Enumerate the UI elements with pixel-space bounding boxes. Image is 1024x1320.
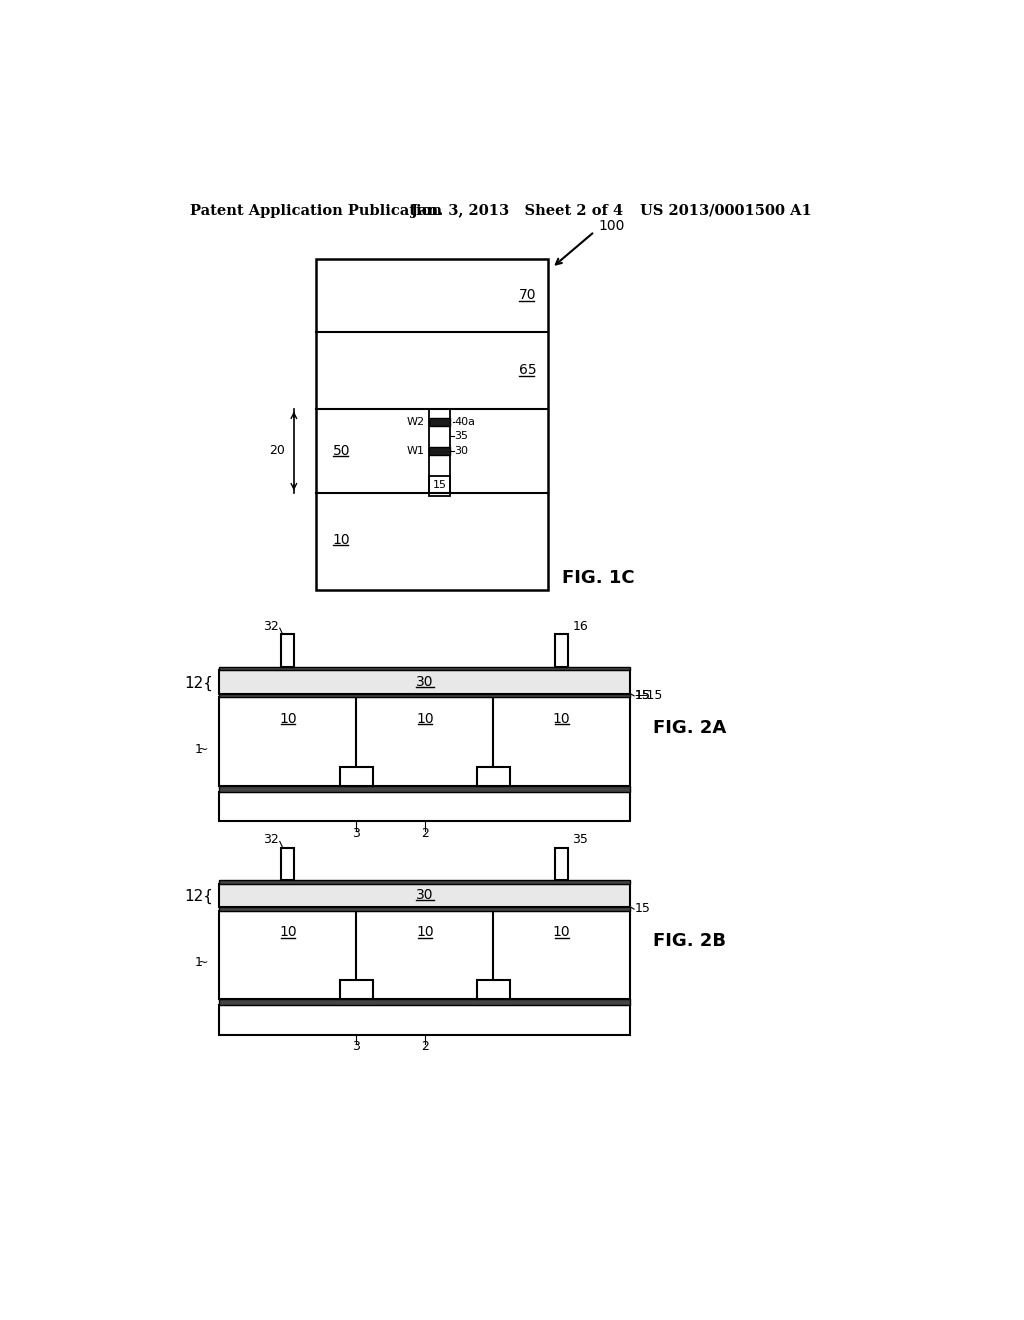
- Text: 16: 16: [572, 620, 588, 634]
- Bar: [340, 979, 373, 999]
- Text: Jan. 3, 2013   Sheet 2 of 4: Jan. 3, 2013 Sheet 2 of 4: [411, 203, 623, 218]
- Text: 32: 32: [263, 620, 279, 634]
- Bar: [282, 635, 295, 667]
- Text: 15: 15: [432, 480, 446, 490]
- Text: 40a: 40a: [455, 417, 475, 426]
- Bar: [555, 847, 568, 880]
- Text: 3: 3: [352, 828, 360, 841]
- Text: 30: 30: [416, 675, 433, 689]
- Bar: [219, 667, 630, 671]
- Text: 10: 10: [553, 925, 570, 940]
- Bar: [315, 259, 548, 590]
- Bar: [219, 785, 630, 792]
- Bar: [477, 979, 510, 999]
- Bar: [219, 693, 630, 697]
- Text: 10: 10: [553, 711, 570, 726]
- Text: 65: 65: [518, 363, 537, 378]
- Text: 30: 30: [416, 888, 433, 903]
- Text: FIG. 2A: FIG. 2A: [653, 719, 727, 737]
- Text: 35: 35: [455, 432, 468, 441]
- Text: 1: 1: [195, 956, 203, 969]
- Bar: [219, 911, 630, 999]
- Bar: [282, 847, 295, 880]
- Text: 10: 10: [333, 532, 350, 546]
- Text: W2: W2: [407, 417, 425, 426]
- Text: 15: 15: [635, 903, 650, 915]
- Bar: [429, 447, 451, 455]
- Bar: [477, 767, 510, 785]
- Text: 32: 32: [263, 833, 279, 846]
- Text: —15: —15: [635, 689, 664, 702]
- Text: FIG. 1C: FIG. 1C: [562, 569, 635, 587]
- Text: 2: 2: [421, 828, 429, 841]
- Text: 10: 10: [416, 711, 433, 726]
- Bar: [429, 418, 451, 425]
- Bar: [429, 477, 451, 496]
- Text: 10: 10: [280, 711, 297, 726]
- Text: FIG. 2B: FIG. 2B: [653, 932, 726, 950]
- Text: Patent Application Publication: Patent Application Publication: [190, 203, 442, 218]
- Text: 30: 30: [455, 446, 468, 455]
- Text: 10: 10: [416, 925, 433, 940]
- Bar: [219, 792, 630, 821]
- Text: 10: 10: [280, 925, 297, 940]
- Text: US 2013/0001500 A1: US 2013/0001500 A1: [640, 203, 811, 218]
- Bar: [219, 671, 630, 693]
- Text: 2: 2: [421, 1040, 429, 1053]
- Bar: [429, 409, 451, 494]
- Text: 15: 15: [635, 689, 650, 702]
- Bar: [219, 999, 630, 1006]
- Text: 70: 70: [518, 289, 537, 302]
- Text: 12{: 12{: [184, 676, 213, 692]
- Bar: [219, 884, 630, 907]
- Text: 3: 3: [352, 1040, 360, 1053]
- Bar: [555, 635, 568, 667]
- Text: ~: ~: [198, 743, 209, 756]
- Text: W1: W1: [407, 446, 425, 455]
- Text: 50: 50: [333, 444, 350, 458]
- Text: 35: 35: [572, 833, 588, 846]
- Text: 100: 100: [598, 219, 625, 234]
- Bar: [219, 697, 630, 785]
- Text: 1: 1: [195, 743, 203, 756]
- Text: 15: 15: [635, 689, 650, 702]
- Bar: [219, 880, 630, 884]
- Bar: [340, 767, 373, 785]
- Text: 20: 20: [268, 445, 285, 458]
- Bar: [219, 907, 630, 911]
- Text: 12{: 12{: [184, 890, 213, 904]
- Text: ~: ~: [198, 956, 209, 969]
- Bar: [219, 1006, 630, 1035]
